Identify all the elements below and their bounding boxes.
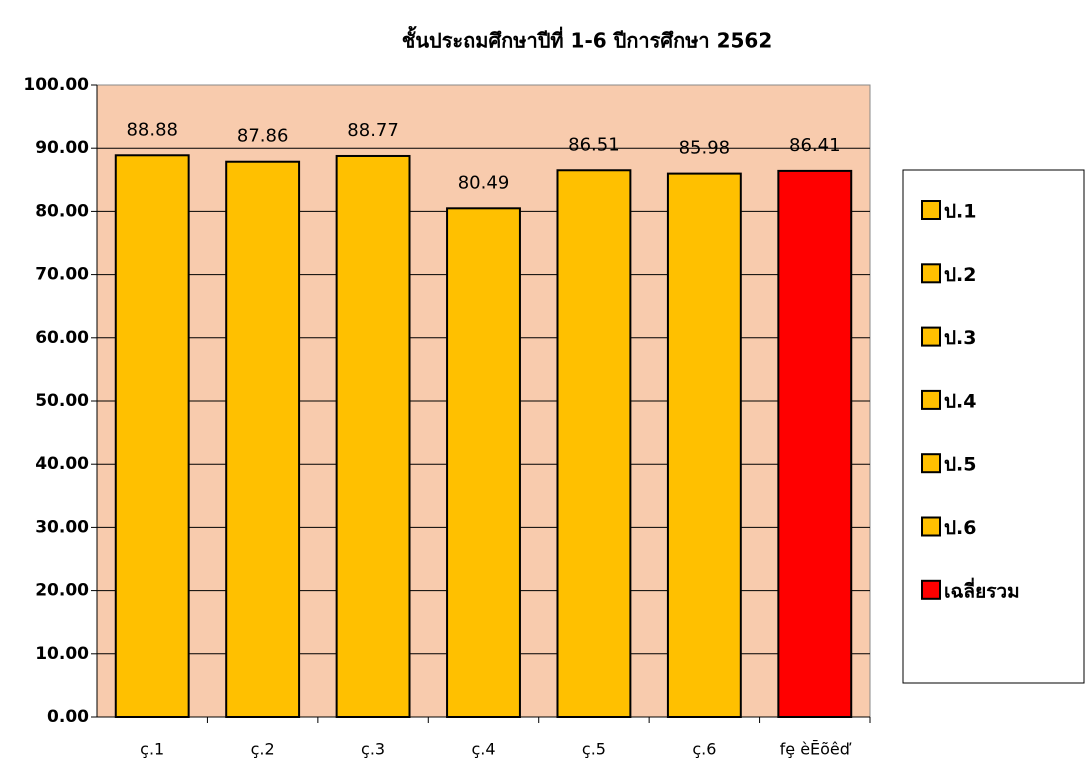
y-tick-label: 50.00: [35, 391, 89, 411]
y-tick-label: 20.00: [35, 581, 89, 601]
legend-swatch: [921, 453, 941, 474]
value-label: 86.41: [789, 135, 841, 156]
legend-label: ป.3: [944, 327, 977, 349]
y-tick-label: 70.00: [35, 265, 89, 285]
legend-swatch: [921, 263, 941, 284]
value-label: 87.86: [237, 126, 289, 147]
x-tick-label: ç.4: [471, 740, 495, 759]
y-tick-label: 60.00: [35, 328, 89, 348]
legend-swatch: [921, 516, 941, 537]
bar: [777, 169, 853, 718]
y-tick-label: 90.00: [35, 138, 89, 158]
x-tick-label: ç.5: [582, 740, 606, 759]
x-tick-label: ç.3: [361, 740, 385, 759]
legend-label: ป.2: [944, 264, 977, 286]
legend-label: เฉลี่ยรวม: [944, 577, 1020, 602]
x-tick-label: fȩ èĒõêď: [780, 740, 852, 759]
legend-swatch: [921, 389, 941, 410]
legend-swatch: [921, 326, 941, 347]
bar: [335, 154, 411, 719]
legend-label: ป.5: [944, 454, 977, 476]
legend-label: ป.1: [944, 201, 977, 223]
y-tick-label: 10.00: [35, 644, 89, 664]
value-label: 88.77: [347, 120, 399, 141]
value-label: 86.51: [568, 134, 620, 155]
x-tick-label: ç.1: [140, 740, 164, 759]
x-tick-label: ç.2: [251, 740, 275, 759]
value-label: 85.98: [679, 138, 731, 159]
chart-title: ชั้นประถมศึกษาปีที่ 1-6 ปีการศึกษา 2562: [402, 26, 773, 53]
value-label: 80.49: [458, 172, 510, 193]
y-tick-label: 40.00: [35, 454, 89, 474]
y-tick-label: 80.00: [35, 201, 89, 221]
legend-swatch: [921, 200, 941, 220]
x-tick-label: ç.6: [692, 740, 716, 759]
bar: [446, 207, 521, 719]
legend-box: [902, 169, 1085, 684]
legend-swatch: [921, 579, 941, 600]
bar: [114, 154, 190, 719]
bar: [556, 169, 632, 719]
bar: [225, 160, 301, 718]
value-label: 88.88: [126, 119, 178, 140]
legend-label: ป.6: [944, 517, 977, 539]
legend-label: ป.4: [944, 390, 977, 412]
y-tick-label: 30.00: [35, 517, 89, 537]
bar: [666, 172, 742, 719]
y-tick-label: 100.00: [23, 75, 89, 95]
y-tick-label: 0.00: [47, 707, 89, 727]
